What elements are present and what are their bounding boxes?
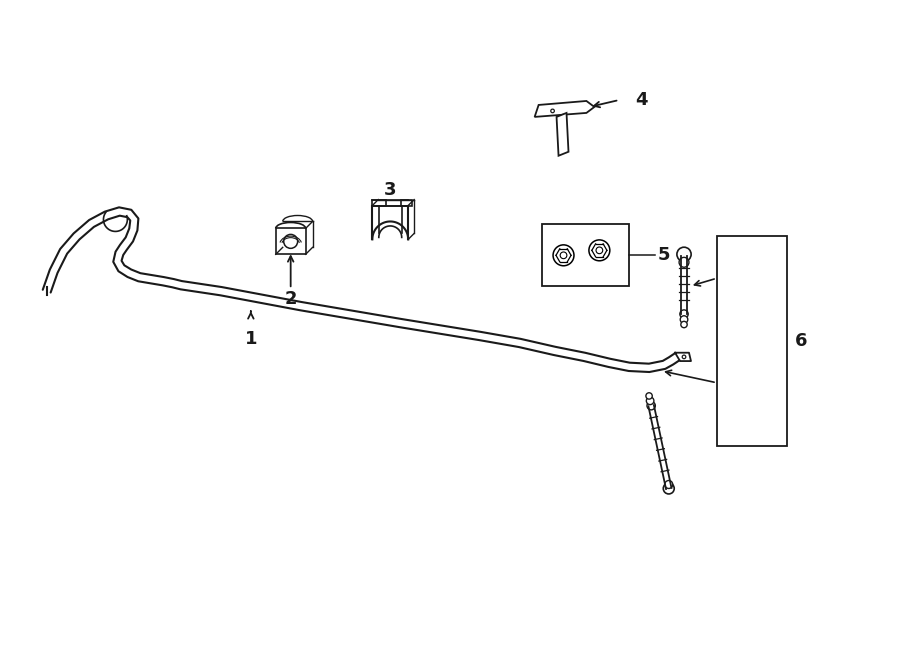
Circle shape xyxy=(554,245,574,266)
Circle shape xyxy=(596,247,603,254)
Circle shape xyxy=(646,397,654,405)
Circle shape xyxy=(680,321,688,328)
Circle shape xyxy=(663,483,674,494)
Circle shape xyxy=(680,257,688,267)
Circle shape xyxy=(677,247,691,262)
Bar xyxy=(401,200,411,206)
Bar xyxy=(717,237,787,446)
Text: 1: 1 xyxy=(245,330,257,348)
Polygon shape xyxy=(535,101,594,117)
Circle shape xyxy=(560,252,567,258)
Text: 2: 2 xyxy=(284,290,297,308)
Bar xyxy=(542,225,629,286)
Text: 5: 5 xyxy=(657,247,670,264)
Circle shape xyxy=(284,235,298,249)
Text: 3: 3 xyxy=(384,180,397,198)
Text: 4: 4 xyxy=(634,91,647,109)
Circle shape xyxy=(665,481,672,488)
Circle shape xyxy=(646,393,652,399)
Circle shape xyxy=(551,109,554,113)
Circle shape xyxy=(589,240,610,261)
Circle shape xyxy=(682,355,686,359)
Circle shape xyxy=(680,310,688,318)
Circle shape xyxy=(680,316,688,323)
Text: 6: 6 xyxy=(795,332,807,350)
Polygon shape xyxy=(275,229,306,254)
Bar xyxy=(373,200,386,206)
Circle shape xyxy=(647,401,655,410)
Polygon shape xyxy=(556,113,569,156)
